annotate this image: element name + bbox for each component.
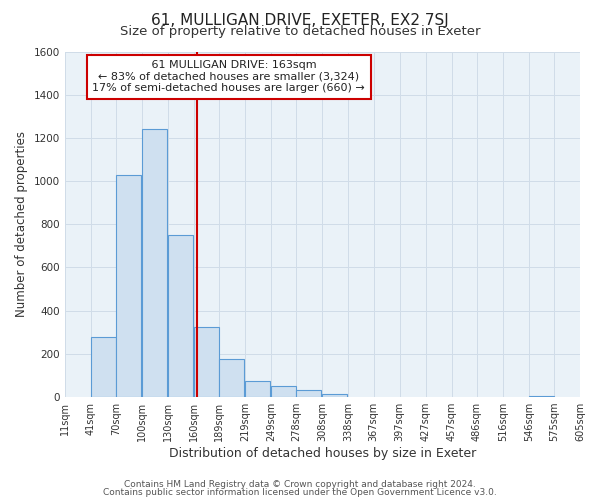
Y-axis label: Number of detached properties: Number of detached properties (15, 132, 28, 318)
X-axis label: Distribution of detached houses by size in Exeter: Distribution of detached houses by size … (169, 447, 476, 460)
Bar (271, 386, 296, 397)
Text: Contains HM Land Registry data © Crown copyright and database right 2024.: Contains HM Land Registry data © Crown c… (124, 480, 476, 489)
Bar (296, 390, 322, 397)
Bar (116, 174, 141, 397)
Bar (219, 360, 244, 397)
Bar (194, 327, 219, 397)
Text: Contains public sector information licensed under the Open Government Licence v3: Contains public sector information licen… (103, 488, 497, 497)
Text: 61 MULLIGAN DRIVE: 163sqm
← 83% of detached houses are smaller (3,324)
17% of se: 61 MULLIGAN DRIVE: 163sqm ← 83% of detac… (92, 60, 365, 94)
Bar (322, 394, 347, 397)
Bar (91, 336, 116, 397)
Bar (529, 396, 554, 397)
Bar (245, 381, 270, 397)
Text: 61, MULLIGAN DRIVE, EXETER, EX2 7SJ: 61, MULLIGAN DRIVE, EXETER, EX2 7SJ (151, 12, 449, 28)
Bar (168, 235, 193, 397)
Bar (142, 130, 167, 397)
Text: Size of property relative to detached houses in Exeter: Size of property relative to detached ho… (120, 25, 480, 38)
